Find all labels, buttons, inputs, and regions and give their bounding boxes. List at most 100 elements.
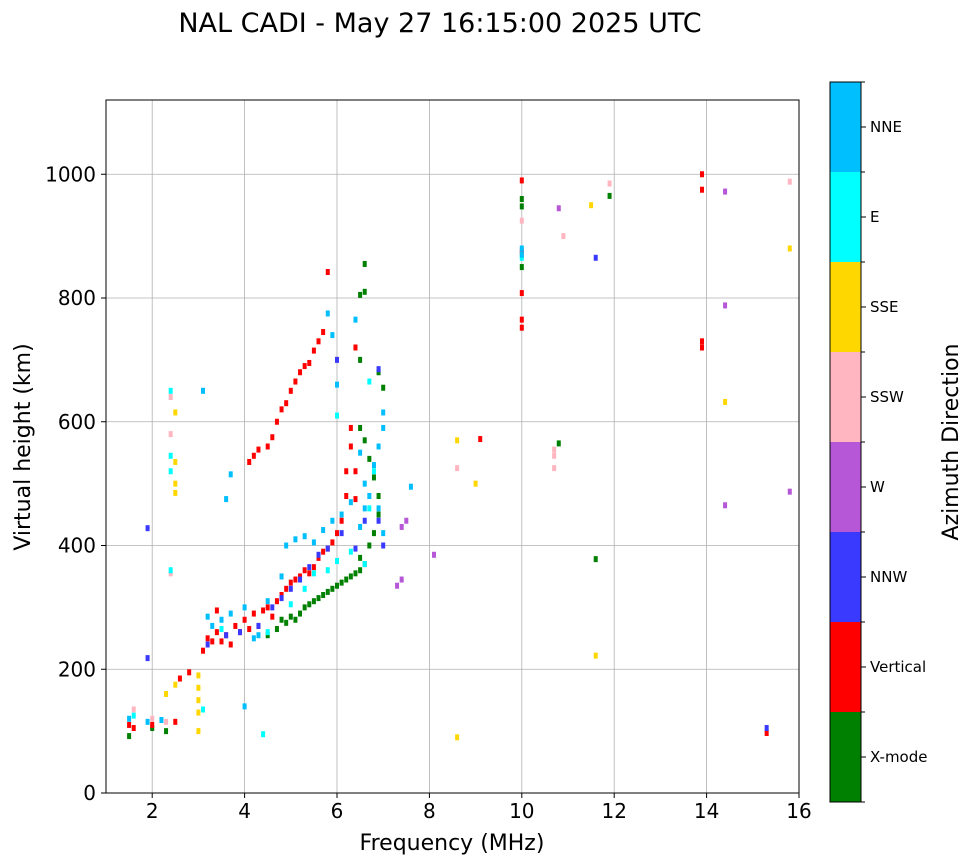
data-point (242, 616, 247, 623)
series-w (395, 188, 792, 589)
data-point (302, 533, 307, 540)
series-nnw (145, 254, 769, 732)
data-point (325, 545, 330, 552)
data-point (367, 493, 372, 499)
data-point (353, 468, 358, 475)
x-tick-label: 2 (146, 799, 159, 823)
data-point (455, 734, 460, 741)
grid-lines (106, 100, 800, 794)
data-point (210, 638, 215, 645)
series-vertical (127, 171, 769, 736)
y-tick-label: 200 (58, 657, 96, 681)
data-point (362, 480, 367, 487)
data-point (196, 728, 201, 735)
data-point (325, 310, 330, 317)
data-point (339, 579, 344, 586)
data-point (298, 576, 303, 583)
data-point (293, 536, 298, 543)
colorbar-tick-label: SSE (870, 298, 899, 316)
x-axis-ticks: 2 4 6 8 10 12 14 16 (146, 793, 812, 823)
data-point (335, 356, 339, 363)
data-point (339, 511, 344, 518)
data-point (127, 715, 132, 722)
data-point (219, 638, 224, 645)
data-point (261, 607, 266, 614)
data-point (298, 573, 303, 580)
data-point (358, 523, 363, 530)
colorbar-segment (830, 172, 861, 262)
data-point (473, 480, 478, 487)
data-point (284, 619, 289, 626)
data-point (376, 493, 381, 499)
data-point (131, 706, 136, 713)
data-point (330, 332, 335, 339)
data-point (187, 669, 192, 676)
colorbar: X-mode Vertical NNW W SSW SSE E NNE (830, 81, 927, 803)
data-point (381, 542, 386, 549)
data-point (335, 557, 339, 564)
data-point (131, 712, 136, 719)
data-point (288, 601, 293, 608)
data-point (196, 672, 201, 679)
colorbar-tick-label: NNE (870, 118, 902, 136)
data-point (265, 443, 270, 450)
colorbar-segment (830, 442, 861, 532)
data-point (787, 178, 792, 185)
data-point (699, 344, 704, 351)
data-point (145, 655, 150, 662)
data-point (358, 291, 363, 298)
data-point (311, 570, 316, 577)
data-point (330, 539, 335, 546)
data-point (787, 488, 792, 495)
series-ssw (131, 178, 792, 725)
data-point (247, 626, 252, 633)
y-axis-ticks: 0 200 400 600 800 1000 (45, 162, 106, 805)
data-point (376, 511, 381, 518)
data-point (168, 570, 173, 577)
data-point (552, 465, 557, 472)
data-point (607, 180, 612, 187)
colorbar-segment (830, 532, 861, 622)
data-point (150, 725, 155, 732)
data-point (168, 431, 173, 438)
data-point (251, 635, 256, 642)
data-point (168, 394, 173, 400)
data-point (335, 381, 339, 388)
data-point (371, 462, 376, 469)
data-point (307, 564, 312, 571)
data-point (321, 548, 326, 555)
data-point (284, 585, 289, 592)
data-point (764, 725, 769, 732)
data-point (519, 251, 524, 258)
colorbar-segment (830, 622, 861, 712)
x-tick-label: 16 (786, 799, 811, 823)
data-point (348, 443, 353, 450)
data-point (519, 203, 524, 210)
data-point (316, 338, 321, 345)
y-tick-label: 1000 (45, 162, 96, 186)
data-point (399, 576, 404, 583)
data-point (699, 171, 704, 178)
data-point (265, 632, 270, 639)
data-point (307, 570, 312, 577)
data-point (381, 384, 386, 391)
data-point (353, 316, 358, 323)
data-point (330, 585, 335, 592)
colorbar-tick-label: Vertical (870, 658, 926, 676)
colorbar-tick-label: SSW (870, 388, 904, 406)
data-point (723, 302, 728, 309)
data-point (519, 177, 524, 184)
colorbar-segment (830, 352, 861, 442)
data-point (561, 233, 566, 240)
y-tick-label: 800 (58, 286, 96, 310)
data-point (552, 452, 557, 459)
data-point (302, 585, 307, 592)
y-tick-label: 0 (83, 781, 96, 805)
data-point (274, 598, 279, 605)
data-point (173, 681, 178, 688)
data-point (150, 715, 155, 722)
colorbar-tick-label: X-mode (870, 748, 927, 766)
data-point (519, 248, 524, 255)
y-tick-label: 400 (58, 534, 96, 558)
